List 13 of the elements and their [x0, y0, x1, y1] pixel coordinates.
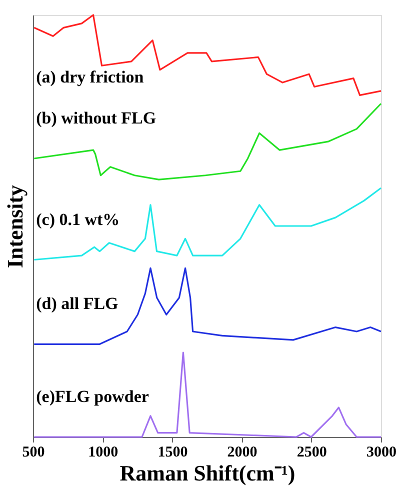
x-tick-label: 1000: [88, 444, 118, 460]
y-axis-title: Intensity: [2, 184, 28, 268]
x-tick-label: 3000: [366, 444, 396, 460]
series-label: (a) dry friction: [36, 68, 144, 87]
x-tick-label: 1500: [158, 444, 188, 460]
x-axis-title: Raman Shift(cm⁻¹): [120, 460, 296, 486]
series-label: (e)FLG powder: [36, 387, 150, 406]
x-tick-label: 2000: [227, 444, 258, 460]
series-label: (c) 0.1 wt%: [36, 210, 120, 229]
series-label: (d) all FLG: [36, 294, 118, 314]
series-label: (b) without FLG: [36, 108, 156, 128]
x-tick-label: 500: [22, 444, 45, 460]
x-tick-label: 2500: [296, 444, 327, 460]
